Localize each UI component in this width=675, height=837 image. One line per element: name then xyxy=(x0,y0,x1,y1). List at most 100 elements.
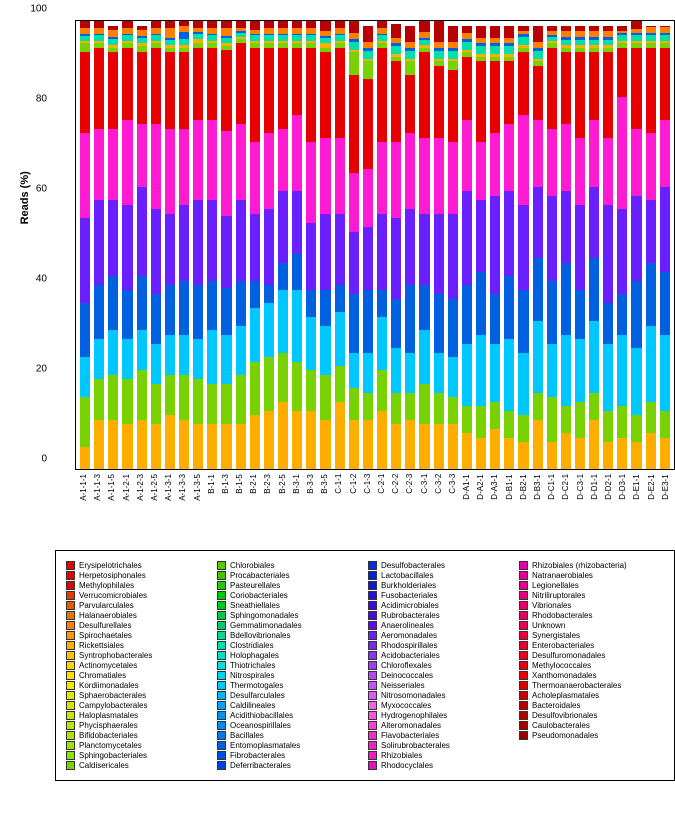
bar-segment xyxy=(533,51,543,59)
legend-item: Bifidobacteriales xyxy=(66,731,211,740)
bar-segment xyxy=(193,285,203,339)
legend-item: Acidimicrobiales xyxy=(368,601,513,610)
bar-segment xyxy=(405,209,415,285)
legend-label: Solirubrobacterales xyxy=(381,741,450,750)
bar xyxy=(589,21,599,469)
legend-swatch xyxy=(217,741,226,750)
bar-segment xyxy=(391,142,401,218)
legend-item: Nitrosomonadales xyxy=(368,691,513,700)
x-tick-label: D-B2-1 xyxy=(519,474,529,501)
bar-segment xyxy=(151,48,161,124)
bar-segment xyxy=(306,290,316,317)
bar-segment xyxy=(207,48,217,120)
bar-segment xyxy=(405,133,415,209)
legend-item: Caldisericales xyxy=(66,761,211,770)
bar xyxy=(561,21,571,469)
bar-segment xyxy=(292,191,302,254)
legend-item: Synergistales xyxy=(519,631,664,640)
legend-item: Legionellales xyxy=(519,581,664,590)
bar-segment xyxy=(377,21,387,28)
x-tick-label: B-2-3 xyxy=(263,474,273,501)
legend-item: Chlorobiales xyxy=(217,561,362,570)
bar-segment xyxy=(434,294,444,352)
bar-segment xyxy=(320,21,330,30)
bar-segment xyxy=(320,52,330,137)
bar-segment xyxy=(646,200,656,263)
legend-swatch xyxy=(66,601,75,610)
bar-segment xyxy=(391,348,401,393)
legend-swatch xyxy=(217,631,226,640)
legend-swatch xyxy=(217,601,226,610)
legend-label: Chromatiales xyxy=(79,671,126,680)
bar-segment xyxy=(575,402,585,438)
legend-label: Flavobacteriales xyxy=(381,731,439,740)
bar-segment xyxy=(151,21,161,28)
bar-segment xyxy=(405,393,415,420)
legend-label: Enterobacteriales xyxy=(532,641,594,650)
bar-segment xyxy=(278,129,288,192)
bar-segment xyxy=(462,433,472,469)
bar-segment xyxy=(137,124,147,187)
legend-item: Burkholderiales xyxy=(368,581,513,590)
legend-item: Hydrogenophilales xyxy=(368,711,513,720)
bar-segment xyxy=(419,138,429,214)
legend-label: Thermoanaerobacterales xyxy=(532,681,621,690)
x-tick-label: C-3-3 xyxy=(448,474,458,501)
legend-swatch xyxy=(66,561,75,570)
bar-segment xyxy=(122,379,132,424)
legend-swatch xyxy=(66,691,75,700)
bar-segment xyxy=(221,28,231,36)
bar-segment xyxy=(151,294,161,343)
bar-segment xyxy=(151,209,161,294)
bar-segment xyxy=(462,26,472,34)
bar-segment xyxy=(660,120,670,187)
bar-segment xyxy=(589,187,599,259)
bar-segment xyxy=(137,330,147,370)
legend-item: Procabacteriales xyxy=(217,571,362,580)
bar-segment xyxy=(646,326,656,402)
bar-segment xyxy=(363,227,373,290)
legend-label: Desulfobacterales xyxy=(381,561,445,570)
legend-label: Rickettsiales xyxy=(79,641,124,650)
bar-segment xyxy=(349,42,359,50)
x-tick-label: B-3-3 xyxy=(306,474,316,501)
bar-segment xyxy=(335,312,345,366)
bar-segment xyxy=(476,272,486,335)
y-tick: 40 xyxy=(36,274,47,285)
bar-segment xyxy=(575,205,585,290)
bar-segment xyxy=(434,51,444,59)
bar xyxy=(151,21,161,469)
legend-item: Alteromonadales xyxy=(368,721,513,730)
legend-swatch xyxy=(66,591,75,600)
legend: ErysipelotrichalesChlorobialesDesulfobac… xyxy=(55,550,675,781)
bar-segment xyxy=(434,138,444,214)
legend-label: Sphaerobacterales xyxy=(79,691,146,700)
legend-item: Halanaerobiales xyxy=(66,611,211,620)
legend-item: Methylococcales xyxy=(519,661,664,670)
legend-item: Sneathiellales xyxy=(217,601,362,610)
bar-segment xyxy=(236,326,246,375)
legend-item: Parvularculales xyxy=(66,601,211,610)
bar-segment xyxy=(391,46,401,54)
bar-segment xyxy=(434,424,444,469)
legend-label: Burkholderiales xyxy=(381,581,436,590)
legend-item: Desulfovibrionales xyxy=(519,711,664,720)
bar-segment xyxy=(122,290,132,339)
bar-segment xyxy=(292,362,302,411)
legend-label: Campylobacterales xyxy=(79,701,147,710)
plot-area xyxy=(75,20,675,470)
legend-swatch xyxy=(217,691,226,700)
bar-segment xyxy=(462,344,472,407)
bar-segment xyxy=(292,254,302,290)
bar-segment xyxy=(349,52,359,74)
bar-segment xyxy=(236,43,246,124)
legend-item: Verrucomicrobiales xyxy=(66,591,211,600)
legend-label: Caldilineales xyxy=(230,701,275,710)
legend-swatch xyxy=(217,761,226,770)
legend-swatch xyxy=(217,571,226,580)
legend-item: Gemmatimonadales xyxy=(217,621,362,630)
bar-segment xyxy=(419,424,429,469)
legend-label: Synergistales xyxy=(532,631,580,640)
legend-item: Xanthomonadales xyxy=(519,671,664,680)
legend-label: Chloroflexales xyxy=(381,661,432,670)
